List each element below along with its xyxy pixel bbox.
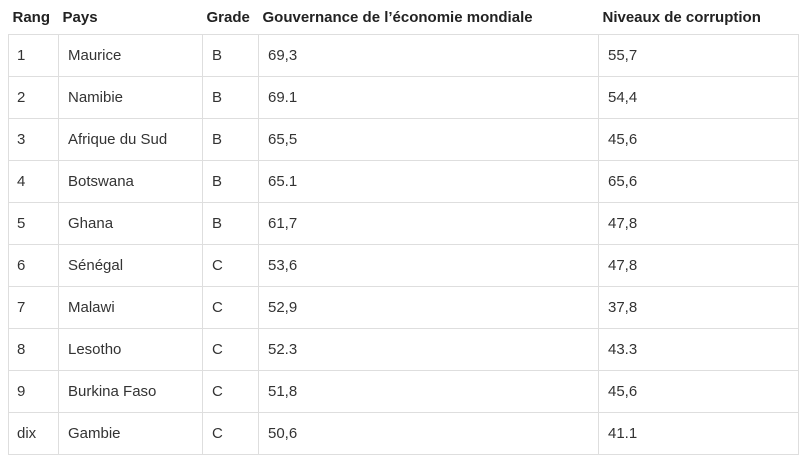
cell-rank: dix (8, 412, 59, 455)
cell-country: Afrique du Sud (58, 118, 203, 161)
cell-rank: 8 (8, 328, 59, 371)
cell-grade: C (202, 412, 259, 455)
cell-corruption: 47,8 (598, 244, 799, 287)
cell-governance: 52,9 (258, 286, 599, 329)
cell-country: Namibie (58, 76, 203, 119)
header-rank: Rang (12, 8, 51, 26)
cell-rank: 7 (8, 286, 59, 329)
cell-governance: 50,6 (258, 412, 599, 455)
table-row: 4 Botswana B 65.1 65,6 (8, 160, 799, 203)
cell-grade: B (202, 202, 259, 245)
cell-governance: 65.1 (258, 160, 599, 203)
cell-governance: 61,7 (258, 202, 599, 245)
cell-rank: 2 (8, 76, 59, 119)
cell-grade: B (202, 118, 259, 161)
cell-country: Lesotho (58, 328, 203, 371)
cell-grade: B (202, 34, 259, 77)
cell-country: Sénégal (58, 244, 203, 287)
cell-rank: 3 (8, 118, 59, 161)
cell-country: Gambie (58, 412, 203, 455)
cell-governance: 51,8 (258, 370, 599, 413)
table-row: 8 Lesotho C 52.3 43.3 (8, 328, 799, 371)
cell-corruption: 65,6 (598, 160, 799, 203)
cell-country: Botswana (58, 160, 203, 203)
cell-country: Burkina Faso (58, 370, 203, 413)
ranking-table: Rang Pays Grade Gouvernance de l’économi… (8, 0, 799, 455)
cell-grade: B (202, 76, 259, 119)
cell-governance: 69,3 (258, 34, 599, 77)
table-body: 1 Maurice B 69,3 55,7 2 Namibie B 69.1 5… (8, 34, 799, 455)
header-corruption: Niveaux de corruption (602, 8, 761, 26)
cell-governance: 52.3 (258, 328, 599, 371)
cell-corruption: 41.1 (598, 412, 799, 455)
cell-country: Malawi (58, 286, 203, 329)
table-row: 1 Maurice B 69,3 55,7 (8, 34, 799, 77)
table-row: 9 Burkina Faso C 51,8 45,6 (8, 370, 799, 413)
table-row: 5 Ghana B 61,7 47,8 (8, 202, 799, 245)
cell-rank: 6 (8, 244, 59, 287)
cell-rank: 9 (8, 370, 59, 413)
cell-governance: 53,6 (258, 244, 599, 287)
table-row: 3 Afrique du Sud B 65,5 45,6 (8, 118, 799, 161)
cell-rank: 5 (8, 202, 59, 245)
cell-grade: C (202, 244, 259, 287)
table-row: 6 Sénégal C 53,6 47,8 (8, 244, 799, 287)
cell-corruption: 54,4 (598, 76, 799, 119)
cell-corruption: 37,8 (598, 286, 799, 329)
cell-grade: B (202, 160, 259, 203)
table-header: Rang Pays Grade Gouvernance de l’économi… (9, 0, 799, 35)
cell-governance: 69.1 (258, 76, 599, 119)
cell-country: Ghana (58, 202, 203, 245)
table-row: 2 Namibie B 69.1 54,4 (8, 76, 799, 119)
header-grade: Grade (206, 8, 250, 26)
cell-governance: 65,5 (258, 118, 599, 161)
table-row: 7 Malawi C 52,9 37,8 (8, 286, 799, 329)
header-country: Pays (62, 8, 98, 26)
cell-grade: C (202, 328, 259, 371)
cell-corruption: 45,6 (598, 370, 799, 413)
cell-corruption: 55,7 (598, 34, 799, 77)
cell-corruption: 45,6 (598, 118, 799, 161)
cell-corruption: 43.3 (598, 328, 799, 371)
cell-country: Maurice (58, 34, 203, 77)
header-row: Rang Pays Grade Gouvernance de l’économi… (9, 0, 799, 35)
cell-rank: 1 (8, 34, 59, 77)
header-governance: Gouvernance de l’économie mondiale (262, 8, 533, 26)
table-row: dix Gambie C 50,6 41.1 (8, 412, 799, 455)
cell-grade: C (202, 370, 259, 413)
cell-corruption: 47,8 (598, 202, 799, 245)
cell-grade: C (202, 286, 259, 329)
cell-rank: 4 (8, 160, 59, 203)
